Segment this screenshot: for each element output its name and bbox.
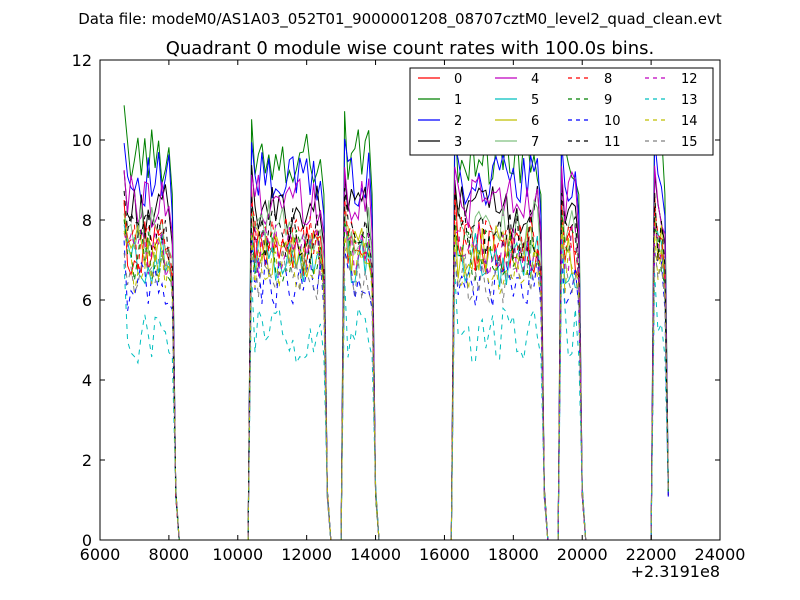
legend-label: 5 bbox=[531, 93, 539, 108]
y-tick-label: 8 bbox=[82, 211, 92, 230]
series-line-7 bbox=[123, 199, 669, 541]
x-tick-label: 18000 bbox=[488, 545, 539, 564]
series-line-13 bbox=[123, 264, 669, 541]
legend-label: 0 bbox=[454, 72, 462, 87]
legend-label: 11 bbox=[604, 135, 621, 150]
y-tick-label: 0 bbox=[82, 531, 92, 550]
series-line-2 bbox=[123, 138, 669, 541]
legend-label: 2 bbox=[454, 114, 462, 129]
y-tick-label: 2 bbox=[82, 451, 92, 470]
series-line-12 bbox=[123, 223, 669, 541]
legend-label: 3 bbox=[454, 135, 462, 150]
legend-label: 12 bbox=[681, 72, 698, 87]
x-tick-label: 14000 bbox=[350, 545, 401, 564]
legend-label: 1 bbox=[454, 93, 462, 108]
series-line-4 bbox=[123, 165, 669, 541]
x-tick-label: 12000 bbox=[281, 545, 332, 564]
x-axis: 6000 8000 10000 12000 14000 16000 18000 20000 22… bbox=[80, 60, 746, 564]
series-line-14 bbox=[123, 230, 669, 541]
series-line-8 bbox=[123, 193, 669, 541]
legend-label: 13 bbox=[681, 93, 698, 108]
legend-label: 14 bbox=[681, 114, 698, 129]
legend-label: 8 bbox=[604, 72, 612, 87]
plot-lines bbox=[123, 105, 669, 541]
legend-label: 10 bbox=[604, 114, 621, 129]
legend-label: 4 bbox=[531, 72, 539, 87]
x-tick-label: 16000 bbox=[419, 545, 470, 564]
series-line-3 bbox=[123, 165, 669, 541]
legend-label: 15 bbox=[681, 135, 698, 150]
chart-supertitle: Data file: modeM0/AS1A03_052T01_90000012… bbox=[78, 10, 722, 29]
series-line-9 bbox=[123, 212, 669, 541]
series-line-15 bbox=[123, 246, 669, 541]
y-tick-label: 12 bbox=[72, 51, 92, 70]
legend-label: 7 bbox=[531, 135, 539, 150]
series-line-6 bbox=[123, 210, 669, 541]
x-tick-label: 6000 bbox=[80, 545, 121, 564]
legend-label: 9 bbox=[604, 93, 612, 108]
y-tick-label: 10 bbox=[72, 131, 92, 150]
series-line-0 bbox=[123, 184, 669, 541]
x-tick-label: 24000 bbox=[695, 545, 746, 564]
series-line-1 bbox=[123, 105, 669, 541]
y-tick-label: 4 bbox=[82, 371, 92, 390]
chart-title: Quadrant 0 module wise count rates with … bbox=[166, 38, 655, 59]
series-line-5 bbox=[123, 217, 669, 541]
x-tick-label: 8000 bbox=[149, 545, 190, 564]
series-line-10 bbox=[123, 240, 669, 541]
series-line-11 bbox=[123, 188, 669, 541]
x-tick-label: 20000 bbox=[557, 545, 608, 564]
x-offset-label: +2.3191e8 bbox=[631, 562, 720, 581]
legend-label: 6 bbox=[531, 114, 539, 129]
y-tick-label: 6 bbox=[82, 291, 92, 310]
x-tick-label: 10000 bbox=[212, 545, 263, 564]
x-tick-label: 22000 bbox=[626, 545, 677, 564]
